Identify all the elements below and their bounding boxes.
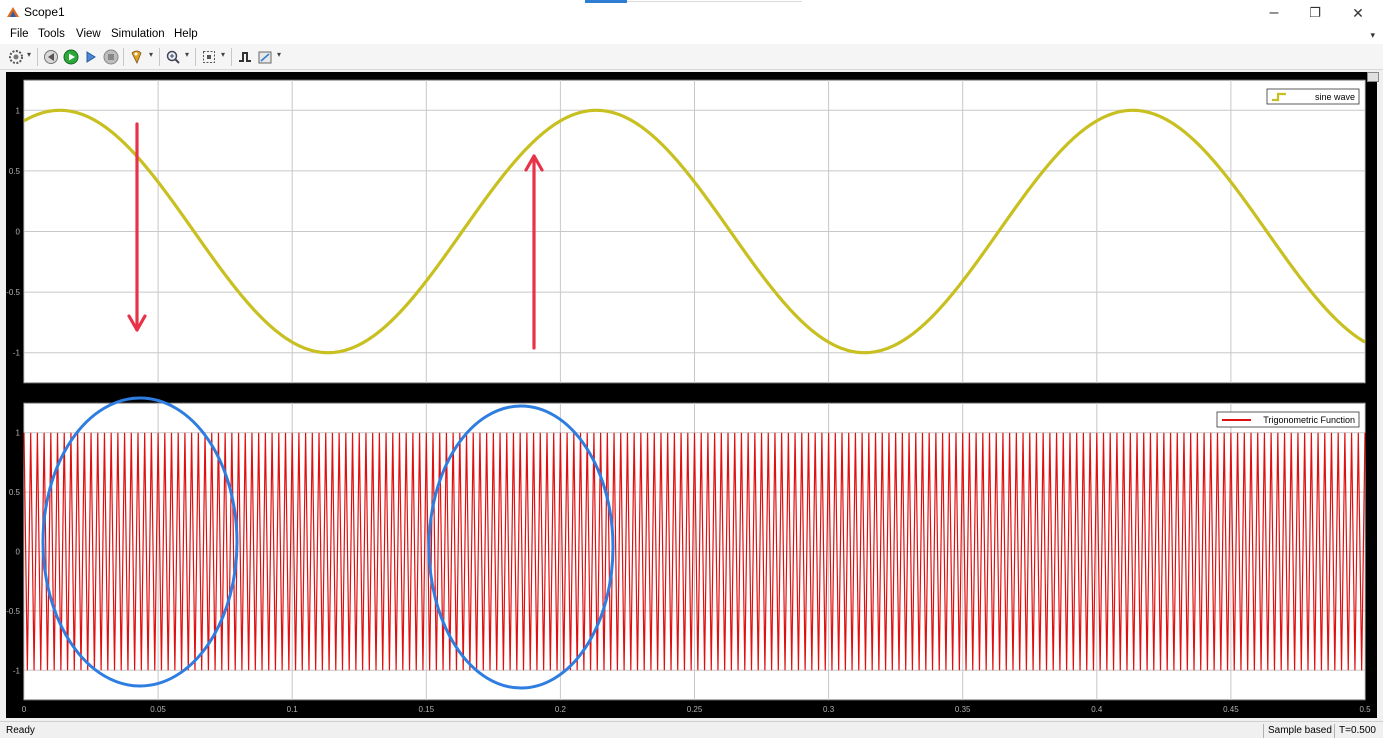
legend-box <box>1216 411 1360 428</box>
simulation-time: T=0.500 <box>1334 724 1380 738</box>
annotation-ellipse-left <box>41 396 239 688</box>
toolbar-separator <box>37 48 38 66</box>
x-tick-label: 0.45 <box>1223 705 1239 714</box>
menu-help[interactable]: Help <box>174 28 198 40</box>
matlab-logo-icon <box>7 7 19 17</box>
y-tick-label: 0.5 <box>9 488 21 497</box>
x-tick-label: 0.25 <box>687 705 703 714</box>
x-tick-label: 0.15 <box>419 705 435 714</box>
window-title: Scope1 <box>24 5 65 19</box>
measurements-dropdown-icon[interactable]: ▾ <box>277 50 282 59</box>
toolbar-separator <box>195 48 196 66</box>
x-tick-label: 0.2 <box>555 705 567 714</box>
menu-tools[interactable]: Tools <box>38 28 65 40</box>
stop-icon[interactable] <box>103 49 119 65</box>
y-tick-label: 0 <box>16 548 21 557</box>
menu-view[interactable]: View <box>76 28 101 40</box>
plot-area: sine wave Trigonometric Function 1 0.5 0 -0.… <box>6 72 1377 718</box>
highlight-icon[interactable] <box>129 49 145 65</box>
toolbar-separator <box>159 48 160 66</box>
title-accent-line <box>627 1 802 2</box>
undock-button[interactable] <box>1367 72 1379 82</box>
legend-1[interactable]: sine wave <box>1266 88 1360 105</box>
x-tick-label: 0.5 <box>1359 705 1371 714</box>
toolbar-separator <box>231 48 232 66</box>
y-tick-label: -1 <box>13 666 21 675</box>
scope-display: sine wave Trigonometric Function 1 0.5 0 -0.… <box>6 79 1371 714</box>
annotation-arrow-down <box>127 122 147 332</box>
y-tick-label: 0 <box>16 228 21 237</box>
legend-label: Trigonometric Function <box>1263 415 1355 425</box>
toolbar-separator <box>123 48 124 66</box>
minimize-button[interactable]: – <box>1269 4 1279 21</box>
fit-dropdown-icon[interactable]: ▾ <box>221 50 226 59</box>
series-trigonometric-function <box>23 432 1366 671</box>
legend-label: sine wave <box>1315 92 1355 102</box>
run-icon[interactable] <box>63 49 79 65</box>
measurements-icon[interactable] <box>257 49 273 65</box>
y-tick-label: 1 <box>16 106 21 115</box>
x-tick-label: 0.35 <box>955 705 971 714</box>
status-bar: Ready Sample based T=0.500 <box>0 721 1383 738</box>
zoom-dropdown-icon[interactable]: ▾ <box>185 50 190 59</box>
highlight-dropdown-icon[interactable]: ▾ <box>149 50 154 59</box>
legend-2[interactable]: Trigonometric Function <box>1216 411 1360 428</box>
settings-dropdown-icon[interactable]: ▾ <box>27 50 32 59</box>
settings-icon[interactable] <box>8 49 24 65</box>
annotation-arrow-up <box>524 154 544 350</box>
menu-overflow-icon[interactable]: ▾ <box>1370 30 1375 40</box>
x-tick-label: 0.05 <box>150 705 166 714</box>
fit-to-view-icon[interactable] <box>201 49 217 65</box>
zoom-icon[interactable] <box>165 49 181 65</box>
annotation-ellipse-right <box>427 404 615 690</box>
sampling-mode: Sample based <box>1263 724 1336 738</box>
x-tick-label: 0.3 <box>823 705 835 714</box>
triggers-icon[interactable] <box>237 49 253 65</box>
menu-simulation[interactable]: Simulation <box>111 28 165 40</box>
legend-swatch <box>1272 92 1286 102</box>
y-tick-label: -0.5 <box>6 607 20 616</box>
maximize-button[interactable]: ❐ <box>1309 5 1321 20</box>
x-tick-label: 0.1 <box>287 705 299 714</box>
series-sine-wave <box>23 108 1366 355</box>
step-back-icon[interactable] <box>43 49 59 65</box>
step-forward-icon[interactable] <box>83 49 99 65</box>
legend-box <box>1266 88 1360 105</box>
menu-file[interactable]: File <box>10 28 29 40</box>
toolbar: ▾ ▾ ▾ <box>0 44 1383 70</box>
menu-bar: File Tools View Simulation Help ▾ <box>0 26 1383 44</box>
y-tick-label: -1 <box>13 349 21 358</box>
close-button[interactable]: ✕ <box>1352 5 1364 21</box>
x-tick-label: 0.4 <box>1091 705 1103 714</box>
y-tick-label: 1 <box>16 429 21 438</box>
status-ready: Ready <box>6 725 35 736</box>
y-tick-label: 0.5 <box>9 167 21 176</box>
title-accent-bar <box>585 0 627 3</box>
y-tick-label: -0.5 <box>6 288 20 297</box>
x-tick-label: 0 <box>22 705 27 714</box>
title-bar: Scope1 – ❐ ✕ <box>0 0 1383 26</box>
